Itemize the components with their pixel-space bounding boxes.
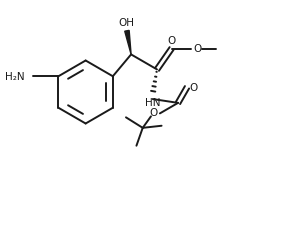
Text: O: O [193,43,201,53]
Polygon shape [125,31,131,55]
Text: H₂N: H₂N [5,72,25,82]
Text: O: O [149,108,157,118]
Text: HN: HN [145,98,160,108]
Text: O: O [167,35,176,45]
Text: O: O [189,83,198,93]
Text: OH: OH [118,18,134,28]
